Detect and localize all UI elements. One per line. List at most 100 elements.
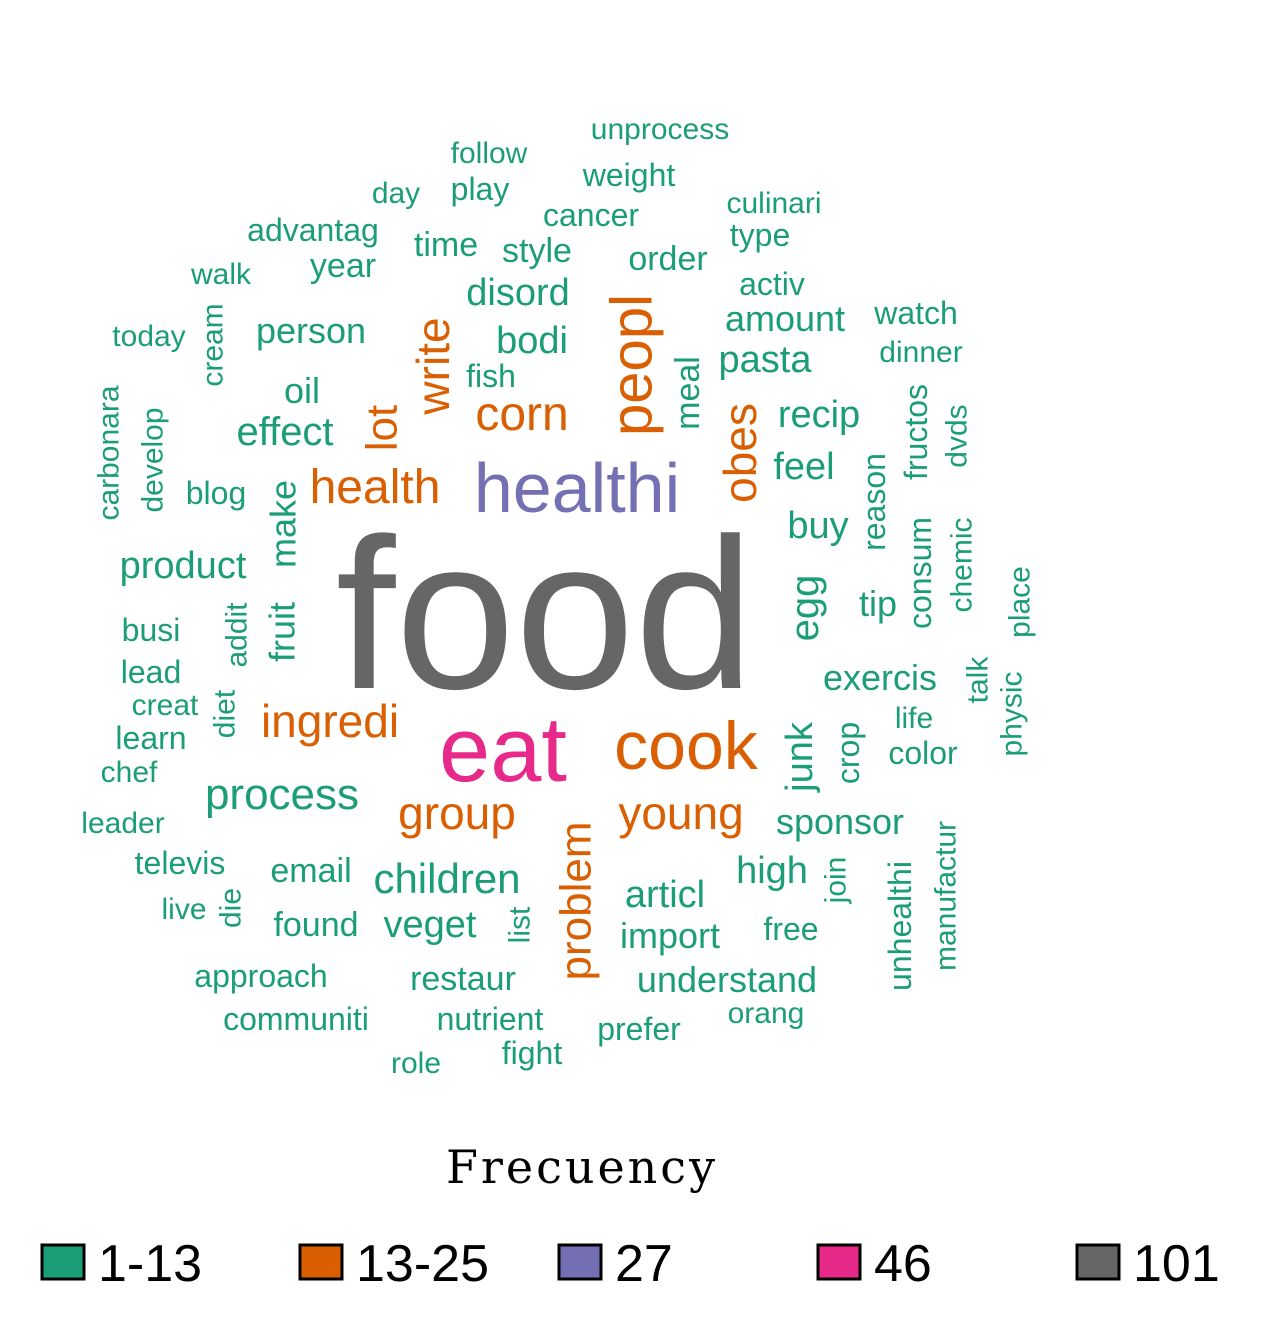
- word-color: color: [888, 735, 958, 771]
- word-today: today: [112, 320, 185, 353]
- word-lot: lot: [358, 405, 407, 451]
- word-junk: junk: [779, 721, 821, 793]
- word-oil: oil: [284, 370, 320, 411]
- word-problem: problem: [552, 822, 601, 981]
- word-person: person: [256, 310, 366, 351]
- word-activ: activ: [739, 266, 805, 302]
- word-dinner: dinner: [879, 336, 962, 369]
- legend-swatch: [1075, 1243, 1121, 1281]
- word-disord: disord: [466, 272, 570, 314]
- word-articl: articl: [625, 874, 705, 916]
- word-join: join: [820, 857, 853, 905]
- word-recip: recip: [778, 394, 860, 436]
- word-reason: reason: [856, 453, 892, 551]
- word-import: import: [620, 915, 720, 956]
- word-healthi: healthi: [474, 449, 680, 527]
- word-talk: talk: [962, 656, 995, 704]
- word-consum: consum: [902, 517, 938, 629]
- word-peopl: peopl: [600, 294, 665, 436]
- word-high: high: [736, 850, 808, 892]
- word-play: play: [451, 171, 510, 207]
- legend-item-101: 101: [1075, 1235, 1220, 1293]
- word-children: children: [373, 855, 520, 902]
- word-fight: fight: [502, 1035, 563, 1071]
- word-orang: orang: [728, 997, 805, 1030]
- word-feel: feel: [773, 446, 834, 488]
- word-unhealthi: unhealthi: [882, 861, 918, 991]
- word-culinari: culinari: [726, 187, 821, 220]
- legend-label: 1-13: [98, 1235, 202, 1293]
- legend-label: 101: [1133, 1235, 1220, 1293]
- word-advantag: advantag: [247, 212, 379, 248]
- word-health: health: [310, 461, 441, 514]
- word-time: time: [414, 226, 478, 264]
- word-ingredi: ingredi: [261, 695, 399, 747]
- word-diet: diet: [209, 689, 242, 738]
- word-write: write: [407, 317, 459, 415]
- word-year: year: [310, 247, 376, 285]
- word-list: list: [504, 906, 537, 943]
- word-weight: weight: [582, 157, 676, 193]
- word-found: found: [273, 906, 358, 944]
- word-follow: follow: [451, 137, 528, 170]
- word-chemic: chemic: [946, 517, 979, 612]
- word-bodi: bodi: [496, 320, 568, 362]
- word-nutrient: nutrient: [437, 1001, 544, 1037]
- word-chef: chef: [101, 756, 158, 789]
- word-style: style: [502, 232, 572, 270]
- word-busi: busi: [122, 612, 181, 648]
- word-fruit: fruit: [262, 602, 303, 662]
- word-egg: egg: [783, 575, 827, 642]
- word-order: order: [628, 240, 707, 278]
- word-sponsor: sponsor: [776, 801, 904, 842]
- word-product: product: [120, 545, 247, 587]
- word-carbonara: carbonara: [93, 385, 126, 520]
- word-watch: watch: [873, 295, 958, 331]
- word-blog: blog: [186, 475, 247, 511]
- legend-swatch: [816, 1243, 862, 1281]
- word-meal: meal: [669, 356, 707, 430]
- word-cancer: cancer: [543, 197, 639, 233]
- legend-label: 46: [874, 1235, 932, 1293]
- legend-label: 13-25: [356, 1235, 489, 1293]
- word-group: group: [398, 787, 516, 839]
- word-communiti: communiti: [223, 1001, 369, 1037]
- word-fish: fish: [466, 358, 516, 394]
- word-amount: amount: [725, 298, 845, 339]
- word-exercis: exercis: [823, 657, 937, 698]
- word-leader: leader: [81, 807, 164, 840]
- word-role: role: [391, 1047, 441, 1080]
- legend-item-13-25: 13-25: [298, 1235, 489, 1293]
- word-understand: understand: [637, 959, 817, 1000]
- word-creat: creat: [132, 689, 199, 722]
- word-email: email: [270, 852, 351, 890]
- legend-label: 27: [615, 1235, 673, 1293]
- word-process: process: [205, 770, 359, 819]
- word-pasta: pasta: [719, 339, 813, 381]
- word-dvds: dvds: [941, 404, 974, 467]
- word-place: place: [1004, 566, 1037, 638]
- word-type: type: [730, 217, 790, 253]
- word-eat: eat: [439, 699, 567, 801]
- word-physic: physic: [996, 671, 1029, 756]
- word-effect: effect: [236, 410, 333, 454]
- word-veget: veget: [384, 904, 477, 946]
- word-approach: approach: [194, 958, 327, 994]
- word-develop: develop: [137, 407, 170, 512]
- word-obes: obes: [714, 403, 766, 503]
- word-free: free: [763, 911, 818, 947]
- legend-title: Frecuency: [446, 1140, 718, 1194]
- word-televis: televis: [135, 845, 226, 881]
- word-manufactur: manufactur: [930, 821, 963, 971]
- word-fructos: fructos: [898, 384, 934, 480]
- word-young: young: [618, 787, 743, 839]
- word-lead: lead: [121, 654, 182, 690]
- legend-swatch: [40, 1243, 86, 1281]
- legend: Frecuency 1-13 13-25 27 46 101: [40, 1140, 1220, 1293]
- word-life: life: [895, 702, 933, 735]
- word-addit: addit: [221, 602, 254, 668]
- word-learn: learn: [115, 720, 186, 756]
- legend-swatch: [298, 1243, 344, 1281]
